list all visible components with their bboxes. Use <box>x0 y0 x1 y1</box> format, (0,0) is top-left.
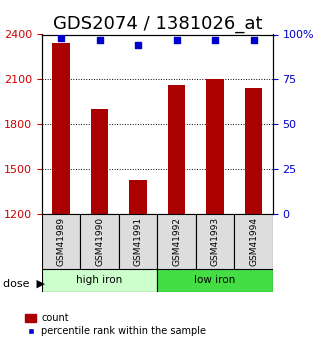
FancyBboxPatch shape <box>196 214 234 269</box>
Bar <box>91 109 108 214</box>
Point <box>58 35 64 41</box>
FancyBboxPatch shape <box>234 214 273 269</box>
Text: GSM41993: GSM41993 <box>211 217 220 266</box>
Bar <box>206 79 224 214</box>
Text: dose  ▶: dose ▶ <box>3 279 45 288</box>
Legend: count, percentile rank within the sample: count, percentile rank within the sample <box>21 309 210 340</box>
Point <box>97 37 102 43</box>
Point <box>174 37 179 43</box>
Text: GSM41990: GSM41990 <box>95 217 104 266</box>
Point <box>135 42 141 48</box>
Title: GDS2074 / 1381026_at: GDS2074 / 1381026_at <box>53 15 262 33</box>
Bar <box>129 179 147 214</box>
Bar <box>168 85 185 214</box>
FancyBboxPatch shape <box>157 214 196 269</box>
Point <box>213 37 218 43</box>
Text: GSM41994: GSM41994 <box>249 217 258 266</box>
FancyBboxPatch shape <box>80 214 119 269</box>
Text: low iron: low iron <box>195 275 236 285</box>
FancyBboxPatch shape <box>42 269 157 292</box>
FancyBboxPatch shape <box>42 214 80 269</box>
Text: GSM41992: GSM41992 <box>172 217 181 266</box>
FancyBboxPatch shape <box>157 269 273 292</box>
Bar <box>52 43 70 214</box>
Text: GSM41989: GSM41989 <box>56 217 65 266</box>
Point <box>251 37 256 43</box>
Text: GSM41991: GSM41991 <box>134 217 143 266</box>
Bar <box>245 88 262 214</box>
FancyBboxPatch shape <box>119 214 157 269</box>
Text: high iron: high iron <box>76 275 123 285</box>
